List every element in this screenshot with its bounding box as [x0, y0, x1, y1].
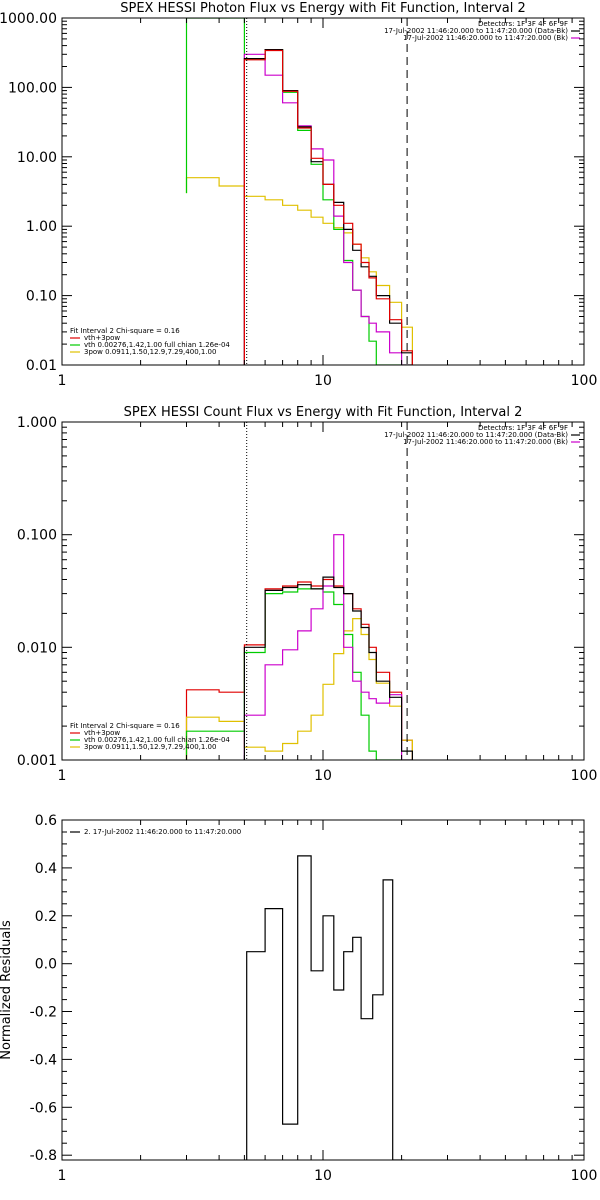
legend: Fit Interval 2 Chi-square = 0.16vth+3pow… [70, 327, 230, 356]
legend: 2. 17-Jul-2002 11:46:20.000 to 11:47:20.… [70, 828, 241, 836]
y-tick-label: 0.4 [35, 861, 57, 877]
y-tick-label: 10.00 [17, 150, 57, 166]
chart-panel-3: 1 10 100 0.6 0.4 0.2 0.0 -0.2 -0.4 -0.6 -0.8 Normal… [0, 813, 597, 1184]
x-tick-label: 1 [58, 1168, 67, 1184]
x-axis: 1 10 100 [58, 422, 598, 784]
info-line: 17-Jul-2002 11:46:20.000 to 11:47:20.000… [384, 27, 568, 35]
series-line-3 [243, 53, 413, 365]
chart-panel-1: SPEX HESSI Photon Flux vs Energy with Fi… [0, 1, 597, 389]
series-line-3 [185, 588, 413, 760]
series-line-1 [185, 578, 413, 760]
legend-entry: Fit Interval 2 Chi-square = 0.16 [70, 722, 180, 730]
y-tick-label: -0.4 [30, 1052, 57, 1068]
legend-entry: vth 0.00276,1.42,1.00 full chian 1.26e-0… [84, 341, 230, 349]
x-tick-label: 100 [571, 373, 598, 389]
y-tick-label: 0.2 [35, 909, 57, 925]
series-line-2 [185, 618, 413, 760]
series-line-5 [243, 49, 413, 365]
y-tick-label: 100.00 [8, 80, 57, 96]
legend-entry: Fit Interval 2 Chi-square = 0.16 [70, 327, 180, 335]
series-line-4 [243, 534, 413, 760]
series-group [185, 18, 413, 365]
legend-entry: vth+3pow [84, 334, 120, 342]
x-axis: 1 10 100 [58, 18, 598, 389]
x-tick-label: 10 [314, 768, 332, 784]
y-axis: 1.000 0.100 0.010 0.001 [17, 415, 584, 769]
y-axis-label: Normalized Residuals [0, 920, 14, 1060]
x-tick-label: 10 [314, 373, 332, 389]
x-axis: 1 10 100 [58, 820, 598, 1184]
info-line: 17-Jul-2002 11:46:20.000 to 11:47:20.000… [384, 431, 568, 439]
info-line: 17-Jul-2002 11:46:20.000 to 11:47:20.000… [403, 438, 568, 446]
y-tick-label: 1000.00 [0, 11, 57, 27]
info-line: Detectors: 1F 3F 4F 6F 9F [478, 20, 568, 28]
series-line-4 [243, 49, 413, 365]
legend-entry: 2. 17-Jul-2002 11:46:20.000 to 11:47:20.… [84, 828, 241, 836]
y-axis: 1000.00 100.00 10.00 1.00 0.10 0.01 [0, 11, 584, 374]
chart-title: SPEX HESSI Count Flux vs Energy with Fit… [124, 405, 523, 420]
y-tick-label: 1.00 [26, 219, 57, 235]
y-tick-label: -0.6 [30, 1100, 57, 1116]
series-line-2 [185, 18, 413, 365]
series-line-1 [246, 855, 405, 1160]
legend-entry: vth+3pow [84, 729, 120, 737]
series-line-1 [185, 177, 413, 365]
y-tick-label: 0.010 [17, 640, 57, 656]
y-tick-label: -0.2 [30, 1005, 57, 1021]
y-tick-label: 0.001 [17, 753, 57, 769]
y-axis: 0.6 0.4 0.2 0.0 -0.2 -0.4 -0.6 -0.8 [30, 813, 584, 1164]
x-tick-label: 1 [58, 768, 67, 784]
x-tick-label: 10 [314, 1168, 332, 1184]
info-line: 17-Jul-2002 11:46:20.000 to 11:47:20.000… [403, 34, 568, 42]
plot-frame [61, 819, 585, 1161]
x-tick-label: 1 [58, 373, 67, 389]
y-tick-label: 0.01 [26, 358, 57, 374]
legend-entry: 3pow 0.0911,1.50,12.9,7.29,400,1.00 [84, 348, 216, 356]
y-tick-label: 0.0 [35, 957, 57, 973]
y-tick-label: -0.8 [30, 1148, 57, 1164]
series-line-5 [243, 576, 413, 760]
series-group [185, 534, 413, 760]
x-tick-label: 100 [571, 768, 598, 784]
legend: Fit Interval 2 Chi-square = 0.16vth+3pow… [70, 722, 230, 751]
legend-entry: 3pow 0.0911,1.50,12.9,7.29,400,1.00 [84, 743, 216, 751]
y-tick-label: 0.10 [26, 289, 57, 305]
y-tick-label: 0.6 [35, 813, 57, 829]
chart-panel-2: SPEX HESSI Count Flux vs Energy with Fit… [17, 405, 597, 784]
legend-entry: vth 0.00276,1.42,1.00 full chian 1.26e-0… [84, 736, 230, 744]
info-line: Detectors: 1F 3F 4F 6F 9F [478, 424, 568, 432]
y-tick-label: 0.100 [17, 528, 57, 544]
x-tick-label: 100 [571, 1168, 598, 1184]
y-tick-label: 1.000 [17, 415, 57, 431]
chart-title: SPEX HESSI Photon Flux vs Energy with Fi… [120, 1, 526, 16]
series-group [246, 855, 405, 1160]
